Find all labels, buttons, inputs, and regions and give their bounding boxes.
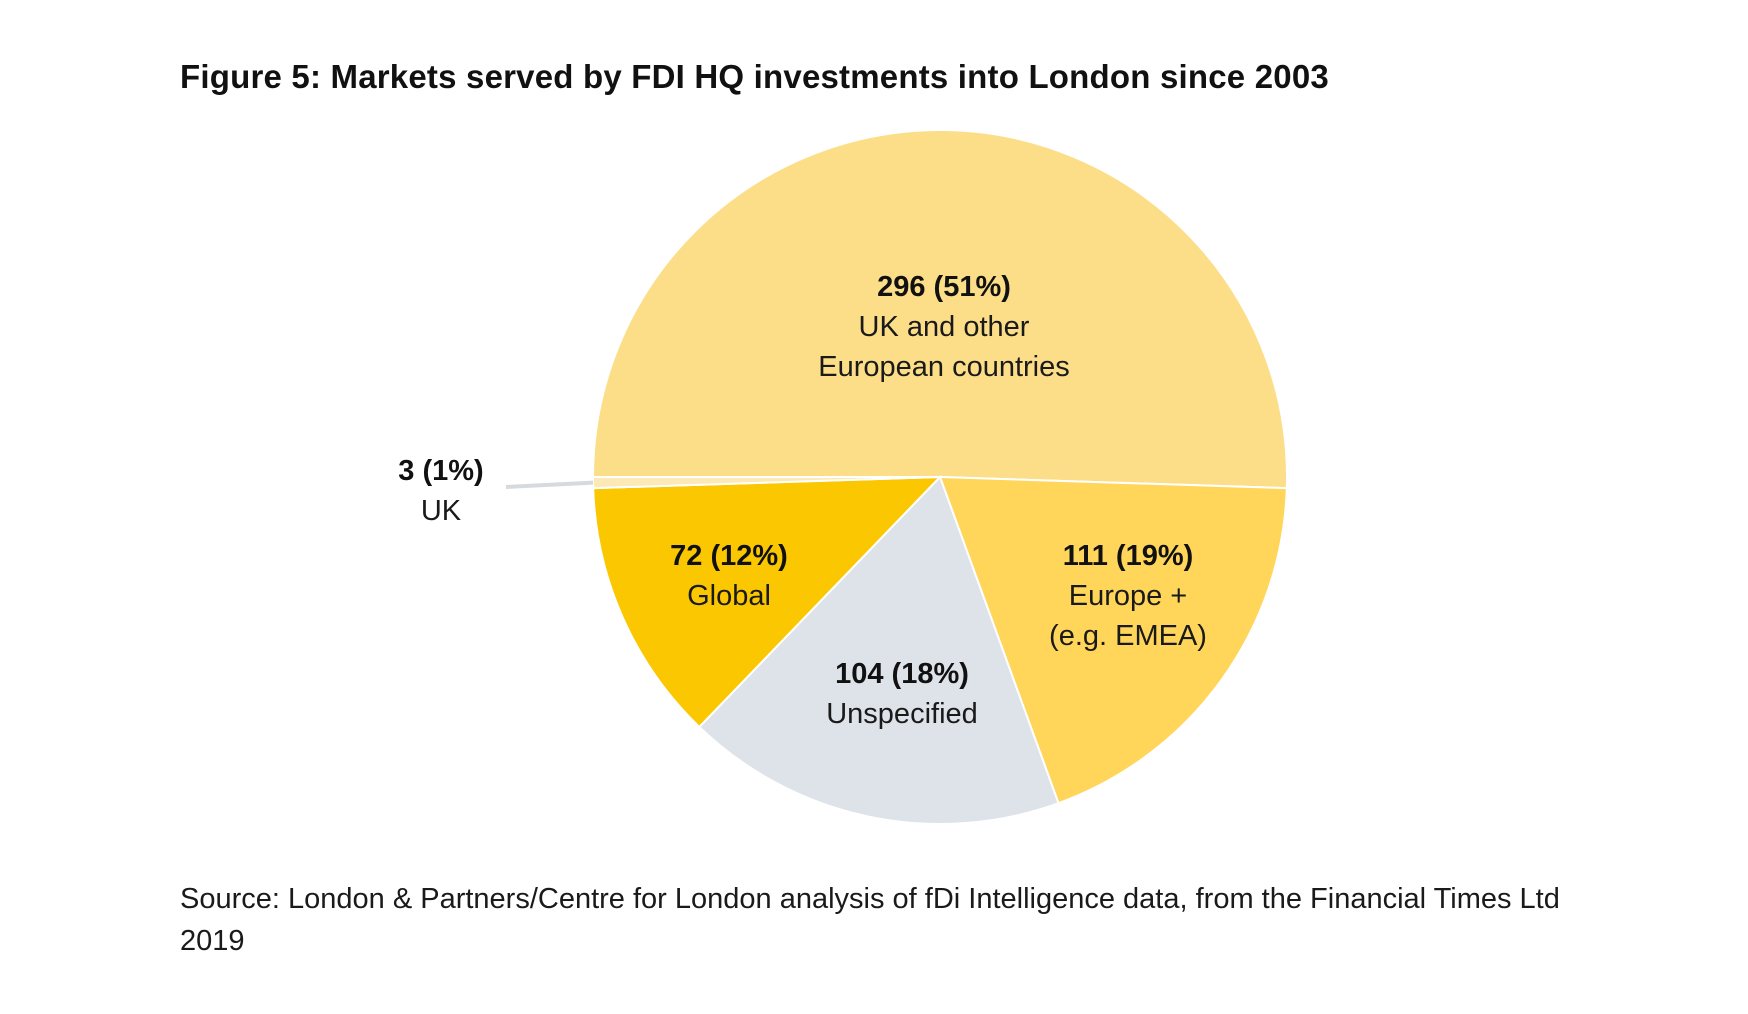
pie-labels: 296 (51%) UK and other European countries 1… (398, 271, 1207, 730)
data-label-value-global: 72 (12%) (670, 540, 788, 572)
leader-line-uk (505, 480, 594, 489)
chart-title: Figure 5: Markets served by FDI HQ inves… (180, 58, 1329, 95)
chart-source-note: Source: London & Partners/Centre for Lon… (180, 883, 1560, 957)
data-label-name-uk-europe: UK and other (859, 311, 1030, 343)
pie-label-europe-plus: 111 (19%) Europe + (e.g. EMEA) (1049, 540, 1207, 652)
data-label-value-uk-europe: 296 (51%) (877, 271, 1011, 303)
pie-label-uk-europe: 296 (51%) UK and other European countries (818, 271, 1070, 383)
pie-slice-uk (591, 476, 941, 490)
pie-label-unspecified: 104 (18%) Unspecified (826, 658, 978, 730)
data-label-name-uk-europe: European countries (818, 351, 1070, 383)
data-label-name-uk: UK (421, 495, 462, 527)
pie-slices (591, 128, 1288, 825)
data-label-value-uk: 3 (1%) (398, 455, 483, 487)
pie-slice-europe-plus (938, 475, 1288, 805)
data-label-value-europe-plus: 111 (19%) (1063, 540, 1194, 572)
pie-label-global: 72 (12%) Global (670, 540, 788, 612)
data-label-name-unspecified: Unspecified (826, 698, 978, 730)
pie-leader-lines (505, 480, 594, 489)
data-label-value-unspecified: 104 (18%) (835, 658, 969, 690)
data-label-name-global: Global (687, 580, 771, 612)
data-label-name-europe-plus: (e.g. EMEA) (1049, 620, 1207, 652)
pie-slice-global (592, 475, 943, 729)
pie-label-uk: 3 (1%) UK (398, 455, 483, 527)
pie-slice-unspecified (697, 475, 1060, 825)
data-label-name-europe-plus: Europe + (1069, 580, 1188, 612)
pie-slice-uk-europe (591, 128, 1288, 490)
